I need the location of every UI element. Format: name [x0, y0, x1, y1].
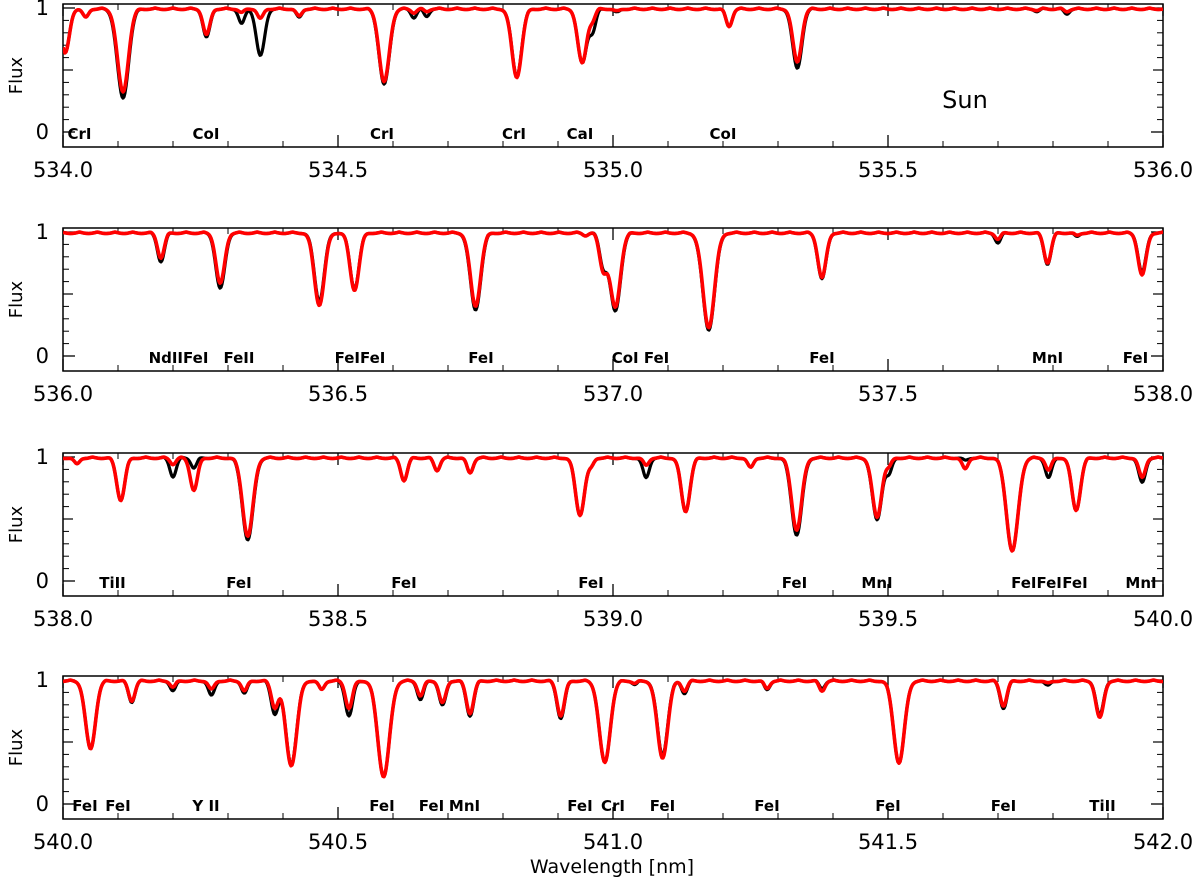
line-id-label: FeI	[468, 349, 493, 367]
line-id-label: CrI	[68, 125, 92, 143]
line-id-label: NdIIFeI	[149, 349, 209, 367]
line-id-label: FeII	[224, 349, 255, 367]
line-id-label: MnI	[1125, 574, 1156, 592]
y-tick-label: 0	[36, 792, 49, 816]
y-tick-label: 0	[36, 120, 49, 144]
line-id-label: FeI	[875, 797, 900, 815]
model-spectrum-line	[63, 6, 1163, 94]
y-tick-label: 0	[36, 569, 49, 593]
plot-frame	[62, 3, 1164, 148]
x-tick-label: 534.5	[308, 158, 368, 182]
x-tick-label: 539.5	[858, 607, 918, 631]
line-id-label: CoI	[710, 125, 737, 143]
x-tick-label: 538.5	[308, 607, 368, 631]
line-id-label: CoI	[193, 125, 220, 143]
line-id-label: FeI	[419, 797, 444, 815]
line-id-label: CrI	[370, 125, 394, 143]
line-id-label: FeI	[782, 574, 807, 592]
x-tick-label: 541.0	[583, 830, 643, 854]
y-tick-label: 1	[36, 445, 49, 469]
y-tick-label: 1	[36, 220, 49, 244]
line-id-label: FeI	[991, 797, 1016, 815]
spectrum-panel-2: 536.0 536.5 537.0 537.5 538.0 0 1 Flux NdIIFeI Fe…	[6, 220, 1193, 406]
x-tick-label: 534.0	[33, 158, 93, 182]
spectrum-panel-4: 540.0 540.5 541.0 541.5 542.0 0 1 Flux FeI FeI Y I…	[6, 668, 1193, 854]
line-id-label: FeI	[754, 797, 779, 815]
x-tick-label: 535.0	[583, 158, 643, 182]
line-id-label: FeI	[567, 797, 592, 815]
x-tick-label: 541.5	[858, 830, 918, 854]
line-id-label: FeI	[578, 574, 603, 592]
x-tick-label: 538.0	[1133, 382, 1193, 406]
line-id-label: FeI	[1123, 349, 1148, 367]
line-id-label: CrI	[601, 797, 625, 815]
x-axis-title: Wavelength [nm]	[530, 856, 694, 878]
line-id-label: CrI	[502, 125, 526, 143]
line-id-label: MnI	[449, 797, 480, 815]
x-tick-label: 538.0	[33, 607, 93, 631]
x-tick-label: 539.0	[583, 607, 643, 631]
x-tick-label: 536.0	[33, 382, 93, 406]
y-tick-label: 0	[36, 344, 49, 368]
observed-spectrum-line	[63, 455, 1163, 553]
x-tick-label: 540.0	[1133, 607, 1193, 631]
x-tick-label: 542.0	[1133, 830, 1193, 854]
line-id-label: FeI	[72, 797, 97, 815]
line-id-label: TiII	[1089, 797, 1116, 815]
line-id-label: FeI	[1062, 574, 1087, 592]
line-id-label: MnI	[1032, 349, 1063, 367]
line-id-label: FeIFeI	[1011, 574, 1062, 592]
line-id-label: FeI	[809, 349, 834, 367]
line-id-label: TiII	[99, 574, 126, 592]
star-name-label: Sun	[942, 86, 988, 114]
line-id-label: FeIFeI	[335, 349, 386, 367]
line-id-label: FeI	[105, 797, 130, 815]
observed-spectrum-line	[63, 6, 1163, 100]
x-tick-label: 540.0	[33, 830, 93, 854]
x-tick-label: 536.5	[308, 382, 368, 406]
y-axis-title: Flux	[6, 280, 27, 318]
line-id-label: CaI	[567, 125, 594, 143]
line-id-label: CoI FeI	[612, 349, 670, 367]
x-tick-label: 537.0	[583, 382, 643, 406]
model-spectrum-line	[63, 678, 1163, 779]
line-id-label: FeI	[391, 574, 416, 592]
y-tick-label: 1	[36, 668, 49, 692]
y-tick-label: 1	[36, 0, 49, 20]
line-id-label: FeI	[650, 797, 675, 815]
y-axis-title: Flux	[6, 505, 27, 543]
x-tick-label: 535.5	[858, 158, 918, 182]
x-tick-label: 536.0	[1133, 158, 1193, 182]
line-id-label: FeI	[226, 574, 251, 592]
model-spectrum-line	[63, 455, 1163, 553]
x-tick-label: 540.5	[308, 830, 368, 854]
line-id-label: MnI	[861, 574, 892, 592]
spectrum-panel-1: 534.0 534.5 535.0 535.5 536.0 0 1 Flux CrI CoI CrI…	[6, 0, 1193, 182]
model-spectrum-line	[63, 230, 1163, 330]
x-tick-label: 537.5	[858, 382, 918, 406]
line-id-label: FeI	[369, 797, 394, 815]
y-axis-title: Flux	[6, 56, 27, 94]
line-id-label: Y II	[191, 797, 219, 815]
y-axis-title: Flux	[6, 728, 27, 766]
